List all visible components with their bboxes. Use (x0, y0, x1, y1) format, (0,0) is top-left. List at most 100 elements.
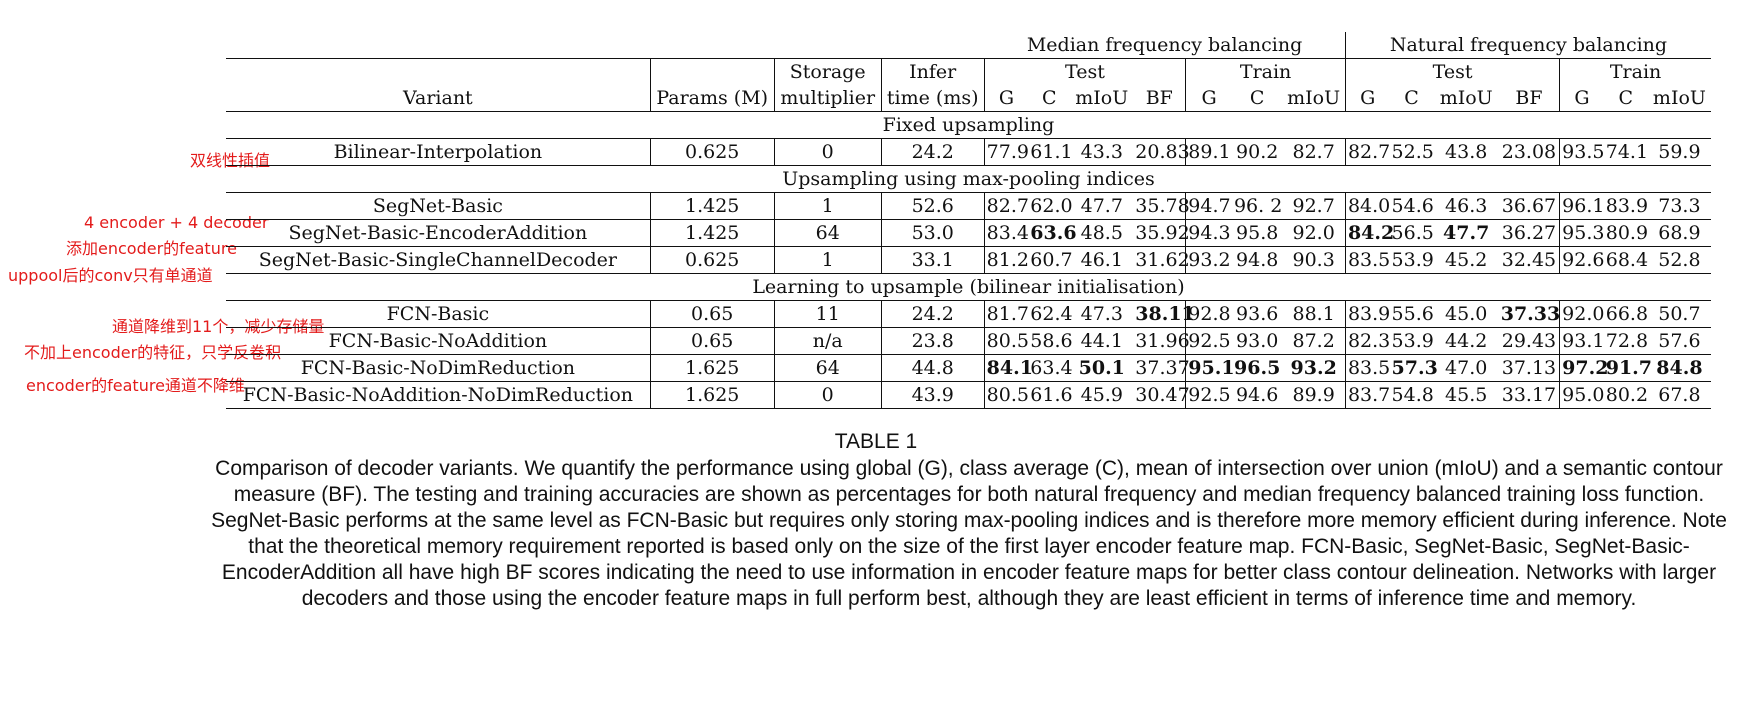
metric-value-bold: 93.2 (1290, 357, 1337, 379)
table-row: SegNet-Basic 1.425 1 52.6 82.7 62.0 47.7 35.78 9… (226, 192, 1711, 220)
infer-cell: 52.6 (880, 192, 985, 220)
metric-cell: 89.1 (1185, 138, 1232, 166)
metric-cell: 83.7 (1345, 381, 1390, 409)
table-body: Fixed upsampling Bilinear-Interpolation 0.… (226, 111, 1711, 409)
metric-cell: 54.6 (1389, 192, 1434, 220)
metric-cell: 30.47 (1133, 381, 1190, 409)
section-title: Fixed upsampling (226, 111, 1711, 139)
storage-cell: 1 (773, 192, 882, 220)
header-metric: mIoU (1282, 85, 1346, 112)
metric-cell: 92.5 (1185, 327, 1232, 355)
metric-cell: 56.5 (1389, 219, 1434, 247)
metric-value-bold: 84.8 (1656, 357, 1703, 379)
metric-cell: 83.9 (1603, 192, 1648, 220)
metric-cell: 92.0 (1282, 219, 1346, 247)
metric-cell: 44.1 (1070, 327, 1134, 355)
header-metric: mIoU (1433, 85, 1499, 112)
metric-cell: 83.9 (1345, 300, 1390, 328)
header-metric: G (1559, 85, 1604, 112)
metric-cell: 91.7 (1603, 354, 1652, 382)
table-row: SegNet-Basic-SingleChannelDecoder 0.625 1 3… (226, 246, 1711, 274)
metric-cell: 93.0 (1231, 327, 1283, 355)
metric-cell: 90.3 (1282, 246, 1346, 274)
metric-cell: 62.0 (1028, 192, 1073, 220)
metric-cell: 32.45 (1498, 246, 1560, 274)
metric-cell: 96. 2 (1231, 192, 1283, 220)
storage-cell: 11 (773, 300, 882, 328)
metric-cell: 92.6 (1559, 246, 1604, 274)
params-cell: 1.625 (649, 381, 775, 409)
header-metric: C (1603, 85, 1648, 112)
metric-cell: 29.43 (1498, 327, 1560, 355)
annotation-segnet-basic: 4 encoder + 4 decoder (84, 213, 269, 232)
header-natural-frequency: Natural frequency balancing (1345, 32, 1711, 59)
metric-cell: 57.6 (1647, 327, 1711, 355)
header-median-frequency: Median frequency balancing (984, 32, 1346, 59)
storage-cell: 1 (773, 246, 882, 274)
header-natural-test: Test (1432, 61, 1473, 83)
metric-cell: 95.3 (1559, 219, 1604, 247)
metric-cell: 95.0 (1559, 381, 1604, 409)
metric-value-bold: 84.2 (1347, 222, 1395, 244)
infer-cell: 43.9 (880, 381, 985, 409)
variant-cell: FCN-Basic-NoAddition-NoDimReduction (226, 381, 651, 409)
header-metric: BF (1498, 85, 1560, 112)
storage-cell: 0 (773, 381, 882, 409)
metric-cell: 37.13 (1498, 354, 1560, 382)
metric-cell: 59.9 (1647, 138, 1711, 166)
metric-cell: 82.7 (1345, 138, 1390, 166)
metric-cell: 31.62 (1133, 246, 1190, 274)
annotation-single-channel: uppool后的conv只有单通道 (8, 266, 213, 285)
variant-cell: SegNet-Basic-SingleChannelDecoder (226, 246, 651, 274)
metric-cell: 93.2 (1282, 354, 1346, 382)
metric-cell: 60.7 (1028, 246, 1073, 274)
metric-cell: 80.5 (983, 381, 1029, 409)
metric-cell: 82.7 (983, 192, 1029, 220)
metric-cell: 38.11 (1133, 300, 1195, 328)
storage-cell: 64 (773, 354, 882, 382)
results-table: Median frequency balancing Natural frequ… (226, 32, 1711, 409)
variant-cell: FCN-Basic (226, 300, 651, 328)
metric-cell: 52.8 (1647, 246, 1711, 274)
params-cell: 0.625 (649, 246, 775, 274)
variant-cell: FCN-Basic-NoAddition (226, 327, 651, 355)
section-title: Learning to upsample (bilinear initialis… (226, 273, 1711, 301)
metric-cell: 62.4 (1028, 300, 1073, 328)
header-infer-line2: time (ms) (880, 85, 985, 112)
storage-cell: 64 (773, 219, 882, 247)
annotation-encoder-addition: 添加encoder的feature (66, 239, 237, 258)
metric-cell: 23.08 (1498, 138, 1560, 166)
metric-cell: 94.8 (1231, 246, 1283, 274)
metric-cell: 36.27 (1498, 219, 1560, 247)
metric-cell: 77.9 (983, 138, 1029, 166)
metric-cell: 61.6 (1028, 381, 1073, 409)
metric-cell: 87.2 (1282, 327, 1346, 355)
metric-cell: 37.37 (1133, 354, 1190, 382)
header-metric: G (1345, 85, 1390, 112)
metric-cell: 53.9 (1389, 327, 1434, 355)
header-median-test: Test (983, 58, 1186, 85)
metric-cell: 96.5 (1231, 354, 1283, 382)
metric-cell: 73.3 (1647, 192, 1711, 220)
metric-cell: 83.5 (1345, 246, 1390, 274)
metric-cell: 83.5 (1345, 354, 1390, 382)
metric-cell: 81.7 (983, 300, 1029, 328)
metric-cell: 92.5 (1185, 381, 1232, 409)
metric-cell: 47.7 (1070, 192, 1134, 220)
metric-cell: 63.4 (1028, 354, 1073, 382)
metric-cell: 94.7 (1185, 192, 1232, 220)
metric-cell: 55.6 (1389, 300, 1434, 328)
infer-cell: 23.8 (880, 327, 985, 355)
metric-cell: 57.3 (1389, 354, 1438, 382)
metric-cell: 36.67 (1498, 192, 1560, 220)
metric-value-bold: 38.11 (1135, 303, 1195, 325)
caption-text: Comparison of decoder variants. We quant… (211, 457, 1727, 610)
header-params: Params (M) (649, 85, 775, 112)
metric-cell: 48.5 (1070, 219, 1134, 247)
metric-cell: 80.2 (1603, 381, 1648, 409)
header-variant: Variant (226, 85, 651, 112)
metric-cell: 50.1 (1070, 354, 1134, 382)
header-storage-line2: multiplier (773, 85, 882, 112)
metric-cell: 37.33 (1498, 300, 1560, 328)
metric-cell: 90.2 (1231, 138, 1283, 166)
